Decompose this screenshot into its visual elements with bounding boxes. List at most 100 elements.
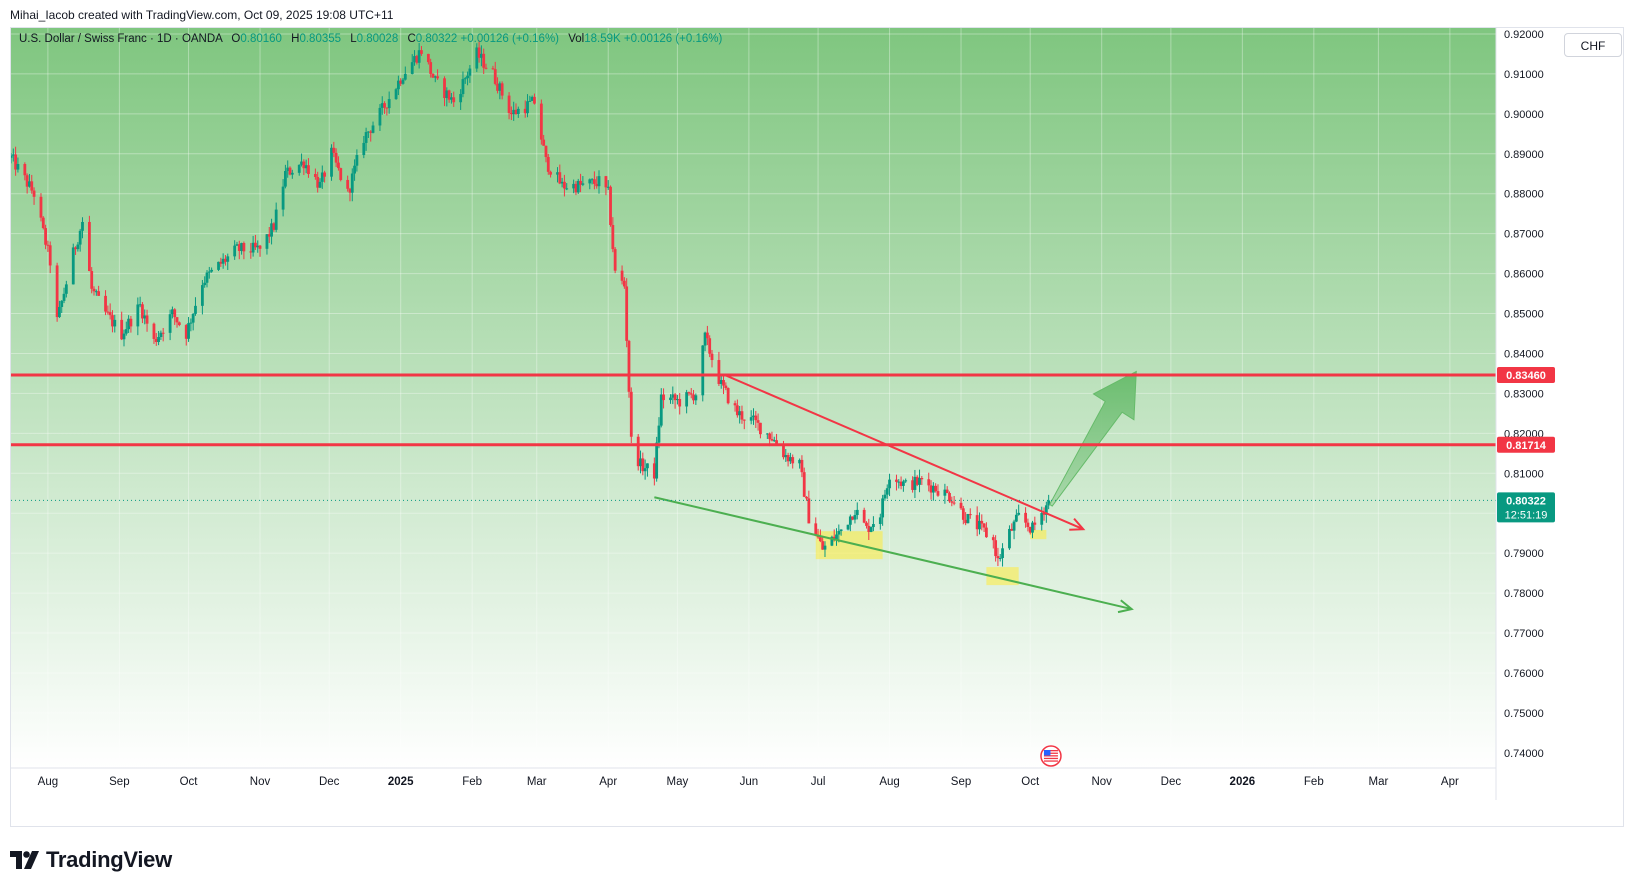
candle[interactable]	[159, 330, 163, 340]
candle[interactable]	[399, 78, 403, 87]
candle[interactable]	[194, 297, 197, 316]
candle[interactable]	[1014, 509, 1018, 523]
candle[interactable]	[447, 89, 451, 103]
candle[interactable]	[807, 490, 811, 524]
candle[interactable]	[403, 66, 407, 81]
candle[interactable]	[620, 265, 624, 285]
candle[interactable]	[514, 103, 518, 115]
candle[interactable]	[74, 246, 77, 255]
candle[interactable]	[622, 277, 626, 289]
support-trendline[interactable]	[654, 496, 1134, 614]
candle[interactable]	[565, 183, 569, 191]
last-price-badge[interactable]	[1497, 492, 1555, 523]
candle[interactable]	[662, 388, 665, 409]
event-markers[interactable]	[1040, 745, 1062, 767]
candle[interactable]	[710, 349, 714, 368]
candle[interactable]	[1047, 494, 1051, 510]
candle[interactable]	[189, 318, 193, 332]
candle[interactable]	[507, 92, 511, 120]
candle[interactable]	[145, 309, 149, 332]
candle[interactable]	[23, 162, 27, 181]
candle[interactable]	[127, 315, 131, 333]
candle[interactable]	[463, 76, 467, 84]
candle[interactable]	[629, 387, 633, 444]
candle[interactable]	[48, 241, 52, 274]
candle[interactable]	[788, 452, 792, 465]
candle[interactable]	[572, 179, 576, 194]
candle[interactable]	[770, 431, 774, 442]
candle[interactable]	[367, 131, 370, 138]
candle[interactable]	[64, 280, 68, 298]
candle[interactable]	[966, 513, 970, 524]
candle[interactable]	[500, 81, 504, 100]
candle[interactable]	[184, 323, 188, 346]
candle[interactable]	[588, 178, 592, 190]
candle[interactable]	[595, 176, 599, 189]
candle[interactable]	[950, 496, 954, 507]
candle[interactable]	[475, 43, 479, 72]
candle[interactable]	[302, 159, 306, 176]
candle[interactable]	[290, 169, 294, 179]
candle[interactable]	[1033, 516, 1037, 531]
trendlines[interactable]	[654, 370, 1137, 614]
candle[interactable]	[254, 234, 257, 250]
candle[interactable]	[549, 170, 552, 178]
candle[interactable]	[936, 484, 940, 497]
candle[interactable]	[659, 388, 663, 428]
candle[interactable]	[837, 524, 841, 543]
candle[interactable]	[55, 262, 59, 322]
candle[interactable]	[491, 65, 495, 70]
candle[interactable]	[288, 166, 292, 176]
candle[interactable]	[97, 285, 101, 297]
candle[interactable]	[369, 130, 373, 142]
candle[interactable]	[401, 78, 405, 85]
candle[interactable]	[415, 54, 419, 65]
candles[interactable]	[11, 40, 1051, 567]
candle[interactable]	[1031, 520, 1034, 539]
level-price-badge[interactable]	[1497, 367, 1555, 384]
candle[interactable]	[542, 134, 546, 146]
candle[interactable]	[1024, 507, 1027, 528]
candle[interactable]	[613, 247, 617, 274]
candle[interactable]	[676, 394, 679, 405]
candle[interactable]	[901, 479, 905, 492]
candle[interactable]	[609, 185, 612, 227]
candle[interactable]	[224, 255, 227, 266]
candle[interactable]	[11, 148, 15, 162]
highlight-zone[interactable]	[1030, 529, 1047, 540]
candle[interactable]	[899, 476, 903, 490]
candle[interactable]	[417, 42, 421, 69]
candle[interactable]	[316, 171, 320, 193]
candle[interactable]	[853, 509, 857, 524]
candle[interactable]	[581, 176, 585, 187]
candle[interactable]	[94, 289, 98, 296]
candle[interactable]	[968, 508, 972, 519]
candle[interactable]	[420, 45, 423, 56]
candle[interactable]	[590, 178, 594, 185]
candle[interactable]	[433, 75, 437, 83]
candle[interactable]	[1012, 519, 1016, 540]
candle[interactable]	[952, 496, 956, 506]
candle[interactable]	[1042, 507, 1046, 521]
candle[interactable]	[865, 521, 868, 529]
candle[interactable]	[272, 222, 276, 232]
candle[interactable]	[39, 193, 43, 222]
candle[interactable]	[943, 483, 947, 504]
candle[interactable]	[523, 100, 527, 118]
candle[interactable]	[959, 497, 963, 510]
candle[interactable]	[978, 512, 981, 535]
candle[interactable]	[752, 408, 755, 425]
candle[interactable]	[175, 317, 179, 328]
candle[interactable]	[996, 547, 1000, 567]
candle[interactable]	[28, 173, 31, 188]
candle[interactable]	[413, 50, 416, 66]
currency-button[interactable]: CHF	[1564, 33, 1622, 57]
candle[interactable]	[802, 467, 806, 498]
candle[interactable]	[945, 486, 949, 494]
candle[interactable]	[106, 305, 110, 315]
candle[interactable]	[233, 240, 237, 260]
candle[interactable]	[468, 65, 472, 83]
candle[interactable]	[177, 321, 181, 327]
candle[interactable]	[835, 528, 838, 546]
candle[interactable]	[791, 454, 795, 469]
